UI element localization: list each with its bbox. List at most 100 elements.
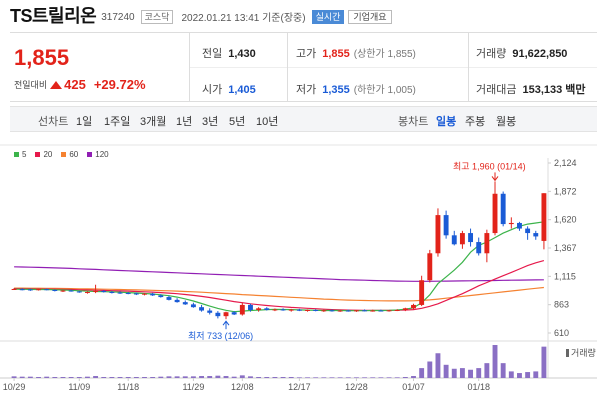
low-arrow-head [222, 320, 230, 326]
period-1y[interactable]: 1년 [176, 116, 193, 128]
candle-weekly[interactable]: 주봉 [465, 116, 486, 128]
volume-bar [44, 376, 50, 378]
x-tick-label: 01/18 [467, 382, 490, 392]
realtime-button[interactable]: 실시간 [311, 9, 345, 24]
stat-label: 고가 [296, 48, 317, 60]
divider [287, 33, 288, 102]
period-5y[interactable]: 5년 [229, 116, 246, 128]
candle-body [239, 304, 245, 315]
volume-bar [329, 377, 335, 378]
volume-bar [484, 363, 490, 378]
candle-body [296, 309, 302, 311]
stock-name[interactable]: TS트릴리온 [10, 6, 97, 26]
volume-bar [459, 368, 465, 378]
stat-low: 저가 1,355 (하한가 1,005) [296, 81, 416, 97]
period-3m[interactable]: 3개월 [140, 116, 167, 128]
x-tick-label: 11/29 [182, 382, 204, 392]
x-tick-label: 12/28 [345, 382, 368, 392]
legend-ma60: 60 [61, 150, 78, 159]
legend-ma5: 5 [14, 150, 26, 159]
stat-open: 시가 1,405 [202, 81, 256, 97]
volume-bar [345, 377, 351, 378]
legend-label: 60 [69, 150, 79, 159]
ma20-line [14, 260, 545, 311]
volume-bar [190, 376, 196, 378]
volume-bar [174, 376, 180, 378]
candle-body [427, 253, 433, 281]
candle-body [541, 193, 547, 241]
volume-bar [402, 377, 408, 378]
volume-label-marker [566, 349, 569, 357]
volume-bar [280, 377, 286, 378]
candle-body [256, 308, 262, 310]
period-10y[interactable]: 10년 [256, 116, 279, 128]
candle-body [231, 312, 237, 315]
candle-body [517, 222, 522, 229]
volume-bar [378, 377, 384, 378]
x-tick-label: 10/29 [3, 382, 26, 392]
company-overview-button[interactable]: 기업개요 [348, 9, 392, 24]
stat-value: 1,855 [322, 48, 350, 60]
y-tick-label: 1,620 [554, 215, 577, 225]
candle-body [150, 293, 156, 296]
line-chart-label: 선차트 [38, 116, 69, 128]
x-tick-label: 12/08 [231, 382, 254, 392]
market-badge: 코스닥 [140, 9, 174, 24]
candle-body [60, 290, 66, 292]
legend-label: 5 [22, 150, 27, 159]
candle-body [182, 302, 188, 305]
stat-label: 시가 [202, 84, 223, 96]
volume-bar [288, 377, 294, 378]
period-1w[interactable]: 1주일 [104, 116, 131, 128]
candle-body [174, 299, 180, 303]
candle-body [215, 312, 221, 317]
period-1d[interactable]: 1일 [76, 116, 93, 128]
candle-chart-label: 봉차트 [398, 116, 429, 128]
volume-bar [353, 377, 359, 378]
legend-swatch [87, 152, 93, 157]
legend-swatch [14, 152, 19, 157]
current-price-box: 1,855 전일대비 425 +29.72% [10, 33, 190, 102]
volume-bar [101, 377, 107, 378]
volume-bar [468, 369, 474, 378]
legend-swatch [35, 152, 41, 157]
volume-bar [11, 376, 17, 378]
legend-label: 20 [43, 150, 53, 159]
candle-daily[interactable]: 일봉 [436, 116, 457, 128]
volume-bar [27, 376, 33, 378]
candle-body [353, 310, 359, 312]
candle-body [117, 292, 123, 294]
y-tick-label: 1,872 [554, 186, 577, 196]
price-summary: 1,855 전일대비 425 +29.72% 전일 1,430 고가 1,855… [10, 32, 597, 102]
volume-bar [117, 377, 123, 378]
volume-bar [394, 377, 400, 378]
chart-toolbar: 선차트 1일 1주일 3개월 1년 3년 5년 10년 봉차트 일봉 주봉 월봉 [10, 106, 597, 132]
candle-body [190, 304, 196, 308]
stat-value: 91,622,850 [512, 48, 568, 60]
low-annotation: 최저 733 (12/06) [188, 331, 253, 341]
volume-bar [223, 376, 229, 378]
stat-value: 1,405 [228, 84, 256, 96]
volume-bar [215, 375, 221, 378]
volume-bar [109, 377, 115, 378]
candle-body [76, 291, 82, 293]
volume-bar [337, 377, 343, 378]
volume-bar [199, 376, 205, 378]
volume-bar [158, 376, 164, 378]
change-percent: +29.72% [93, 77, 146, 92]
candle-monthly[interactable]: 월봉 [496, 116, 517, 128]
legend-ma120: 120 [87, 150, 109, 159]
volume-bar [435, 353, 441, 378]
candle-body [158, 295, 164, 298]
candle-body [248, 304, 253, 310]
period-3y[interactable]: 3년 [202, 116, 219, 128]
candle-body [500, 193, 506, 225]
candle-body [166, 297, 172, 300]
volume-bar [492, 345, 498, 378]
volume-bar [182, 376, 188, 378]
candle-body [280, 309, 286, 311]
volume-bar [231, 376, 237, 378]
stat-high: 고가 1,855 (상한가 1,855) [296, 45, 416, 61]
candle-body [109, 292, 115, 294]
candle-body [337, 310, 343, 312]
